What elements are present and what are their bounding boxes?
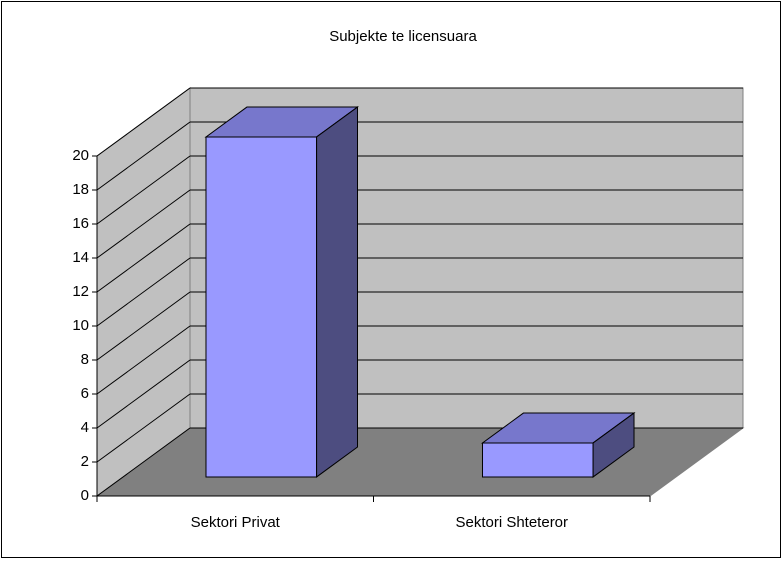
bar-side xyxy=(592,412,635,478)
y-tick-label: 2 xyxy=(81,453,89,470)
grid-line xyxy=(96,325,191,395)
grid-line xyxy=(96,393,191,463)
y-tick-label: 14 xyxy=(72,249,89,266)
y-tick-label: 0 xyxy=(81,487,89,504)
bar xyxy=(204,106,360,478)
y-tick-label: 8 xyxy=(81,351,89,368)
y-tick-label: 16 xyxy=(72,215,89,232)
grid-line xyxy=(96,291,191,361)
bar-front xyxy=(481,442,594,478)
y-tick-label: 20 xyxy=(72,147,89,164)
y-tick-label: 10 xyxy=(72,317,89,334)
floor xyxy=(95,427,745,497)
grid-line xyxy=(96,121,191,191)
grid-line xyxy=(96,155,191,225)
y-tick-label: 18 xyxy=(72,181,89,198)
grid-line xyxy=(96,87,191,157)
grid-line xyxy=(96,427,191,497)
x-tick-label: Sektori Privat xyxy=(191,514,281,531)
bar xyxy=(480,412,636,478)
chart-title: Subjekte te licensuara xyxy=(329,28,477,45)
grid-line xyxy=(96,189,191,259)
bar-front xyxy=(205,136,318,478)
y-tick-label: 6 xyxy=(81,385,89,402)
grid-line xyxy=(96,257,191,327)
y-tick-label: 4 xyxy=(81,419,89,436)
bar-side xyxy=(316,106,359,478)
grid-line xyxy=(96,223,191,293)
x-tick-label: Sektori Shteteror xyxy=(455,514,568,531)
y-tick-label: 12 xyxy=(72,283,89,300)
grid-line xyxy=(96,359,191,429)
